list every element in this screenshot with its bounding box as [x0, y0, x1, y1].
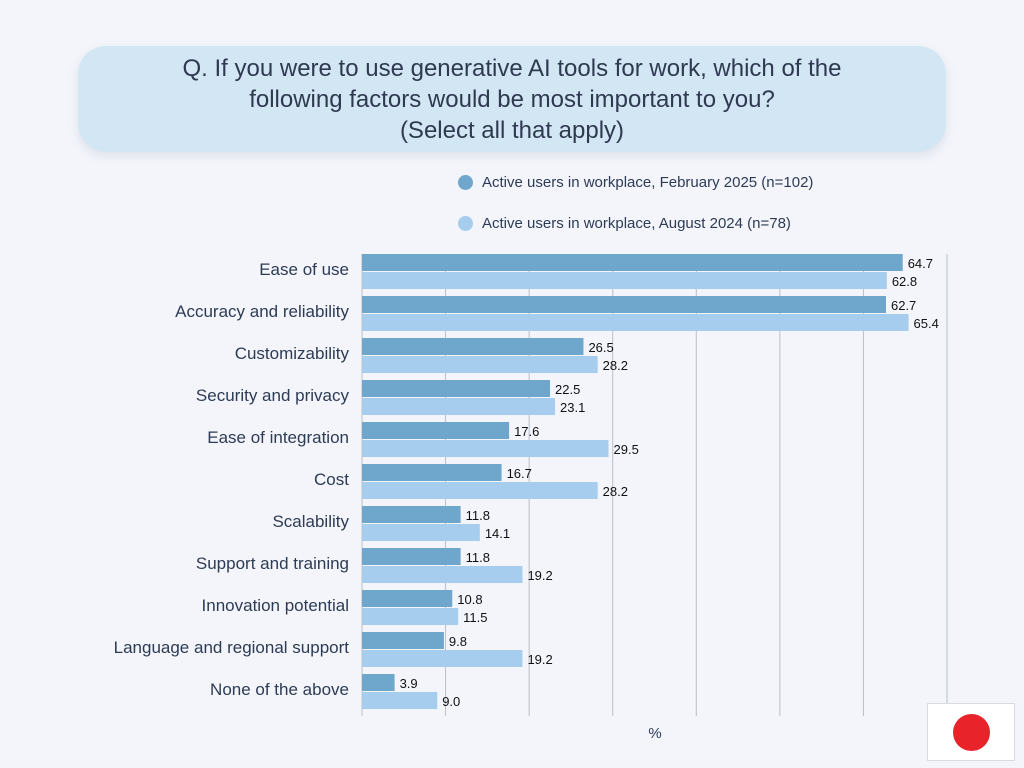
- bar-series-2: [362, 356, 598, 373]
- category-label: Ease of integration: [207, 428, 349, 447]
- bar-series-1: [362, 632, 444, 649]
- data-label: 16.7: [507, 466, 532, 481]
- data-label: 65.4: [914, 316, 939, 331]
- data-label: 22.5: [555, 382, 580, 397]
- japan-flag-red-circle: [953, 714, 990, 751]
- data-label: 19.2: [527, 652, 552, 667]
- data-label: 26.5: [588, 340, 613, 355]
- category-label: Scalability: [272, 512, 349, 531]
- bar-series-1: [362, 254, 903, 271]
- legend-label-series-1: Active users in workplace, February 2025…: [482, 174, 814, 191]
- question-title-line-2: following factors would be most importan…: [249, 85, 775, 113]
- legend-entry-august-2024: Active users in workplace, August 2024 (…: [458, 215, 791, 232]
- data-label: 3.9: [400, 676, 418, 691]
- data-label: 17.6: [514, 424, 539, 439]
- category-label: Customizability: [235, 344, 350, 363]
- bar-series-1: [362, 422, 510, 439]
- data-label: 11.8: [466, 550, 490, 565]
- category-label: Language and regional support: [114, 638, 350, 657]
- japan-flag: [927, 703, 1015, 761]
- category-label: Innovation potential: [202, 596, 349, 615]
- bar-series-1: [362, 296, 886, 313]
- bar-series-1: [362, 338, 584, 355]
- data-label: 11.5: [463, 610, 487, 625]
- legend-label-series-2: Active users in workplace, August 2024 (…: [482, 215, 791, 232]
- legend-entry-february-2025: Active users in workplace, February 2025…: [458, 174, 813, 191]
- data-label: 11.8: [466, 508, 490, 523]
- legend-marker-series-2: [458, 216, 473, 231]
- data-label: 23.1: [560, 400, 585, 415]
- bar-series-2: [362, 272, 887, 289]
- data-label: 28.2: [603, 358, 628, 373]
- data-label: 9.0: [442, 694, 460, 709]
- bar-series-1: [362, 590, 453, 607]
- data-label: 9.8: [449, 634, 467, 649]
- question-title-box: Q. If you were to use generative AI tool…: [78, 46, 946, 152]
- bar-series-2: [362, 650, 523, 667]
- data-label: 14.1: [485, 526, 510, 541]
- data-label: 28.2: [603, 484, 628, 499]
- bar-series-2: [362, 314, 909, 331]
- bar-series-2: [362, 608, 459, 625]
- bar-series-2: [362, 398, 556, 415]
- data-label: 64.7: [908, 256, 933, 271]
- question-title-line-1: Q. If you were to use generative AI tool…: [182, 54, 842, 82]
- bar-series-2: [362, 440, 609, 457]
- data-label: 10.8: [457, 592, 482, 607]
- bar-series-1: [362, 506, 461, 523]
- bar-series-1: [362, 380, 551, 397]
- bar-series-2: [362, 482, 598, 499]
- category-label: Cost: [314, 470, 349, 489]
- legend-marker-series-1: [458, 175, 473, 190]
- x-axis-label: %: [648, 725, 661, 742]
- data-label: 29.5: [614, 442, 639, 457]
- data-label: 19.2: [527, 568, 552, 583]
- data-label: 62.8: [892, 274, 917, 289]
- category-label: None of the above: [210, 680, 349, 699]
- bar-series-2: [362, 524, 480, 541]
- bar-series-1: [362, 674, 395, 691]
- category-label: Accuracy and reliability: [175, 302, 349, 321]
- category-label: Support and training: [196, 554, 349, 573]
- bar-series-1: [362, 464, 502, 481]
- category-label: Security and privacy: [196, 386, 350, 405]
- question-title-line-3: (Select all that apply): [399, 116, 625, 144]
- bar-series-1: [362, 548, 461, 565]
- bar-series-2: [362, 692, 438, 709]
- bar-series-2: [362, 566, 523, 583]
- category-label: Ease of use: [259, 260, 349, 279]
- data-label: 62.7: [891, 298, 916, 313]
